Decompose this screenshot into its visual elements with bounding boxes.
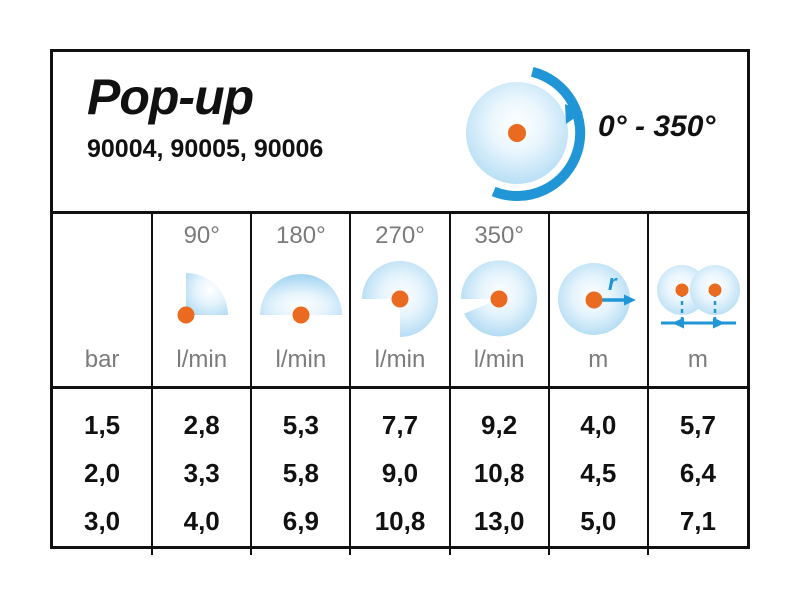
header-unit-270: l/min xyxy=(374,346,426,373)
cell-bar-r3: 3,0 xyxy=(53,497,154,555)
header-cell-180: 180° xyxy=(251,214,352,389)
cell-radius-r1: 4,0 xyxy=(548,387,649,449)
cell-90-r1: 2,8 xyxy=(152,387,253,449)
model-numbers: 90004, 90005, 90006 xyxy=(87,135,324,163)
cell-spacing-r1: 5,7 xyxy=(679,409,716,440)
table-row: 2,0 3,3 5,8 9,0 10,8 4,5 6,4 xyxy=(53,449,747,497)
header-unit-180: l/min xyxy=(275,346,327,373)
cell-180-r1: 5,3 xyxy=(251,387,352,449)
header-cell-radius: r m xyxy=(548,214,649,389)
rotation-range-label: 0° - 350° xyxy=(598,110,716,143)
title-band: Pop-up 90004, 90005, 90006 0° - 350° xyxy=(53,52,747,214)
table-row: 3,0 4,0 6,9 10,8 13,0 5,0 7,1 xyxy=(53,497,747,555)
header-cell-spacing: m xyxy=(647,214,747,389)
rotation-circle-arrow-icon xyxy=(445,60,590,205)
cell-350-r1: 9,2 xyxy=(449,387,550,449)
header-angle-90: 90° xyxy=(183,222,220,249)
half-circle-180-icon xyxy=(258,260,344,338)
cell-radius-r3: 5,0 xyxy=(548,497,649,555)
three-quarter-circle-270-icon xyxy=(360,260,440,338)
cell-350-r3: 13,0 xyxy=(449,497,550,555)
radius-circle-icon: r xyxy=(556,260,640,338)
spec-table: bar 90° xyxy=(53,214,747,555)
title-block: Pop-up 90004, 90005, 90006 xyxy=(87,72,323,164)
cell-spacing-r2: 6,4 xyxy=(679,457,716,488)
cell-270-r3: 10,8 xyxy=(350,497,451,555)
cell-270-r1: 7,7 xyxy=(350,387,451,449)
header-unit-350: l/min xyxy=(473,346,525,373)
near-full-circle-350-icon xyxy=(459,260,539,338)
cell-bar-r1: 1,5 xyxy=(53,387,154,449)
header-cell-270: 270° xyxy=(350,214,451,389)
cell-spacing-r3: 7,1 xyxy=(679,505,716,536)
cell-350-r2: 10,8 xyxy=(449,449,550,497)
header-angle-350: 350° xyxy=(474,222,524,249)
header-angle-270: 270° xyxy=(375,222,425,249)
header-unit-radius: m xyxy=(588,346,609,373)
header-angle-180: 180° xyxy=(276,222,326,249)
svg-text:r: r xyxy=(608,270,618,295)
page-title: Pop-up xyxy=(87,69,254,125)
header-cell-90: 90° xyxy=(152,214,253,389)
cell-180-r2: 5,8 xyxy=(251,449,352,497)
table-row: 1,5 2,8 5,3 7,7 9,2 4,0 5,7 xyxy=(53,387,747,449)
spec-sheet: Pop-up 90004, 90005, 90006 0° - 350° xyxy=(50,49,750,555)
header-cell-bar: bar xyxy=(53,214,154,389)
cell-180-r3: 6,9 xyxy=(251,497,352,555)
cell-bar-r2: 2,0 xyxy=(53,449,154,497)
table-header-row: bar 90° xyxy=(53,214,747,389)
header-unit-spacing: m xyxy=(687,346,708,373)
header-unit-90: l/min xyxy=(176,346,228,373)
cell-90-r3: 4,0 xyxy=(152,497,253,555)
spacing-two-circles-icon xyxy=(653,260,743,338)
quarter-circle-90-icon xyxy=(164,260,240,338)
cell-radius-r2: 4,5 xyxy=(548,449,649,497)
cell-270-r2: 9,0 xyxy=(350,449,451,497)
header-cell-350: 350° xyxy=(449,214,550,389)
header-unit-bar: bar xyxy=(84,346,120,373)
cell-90-r2: 3,3 xyxy=(152,449,253,497)
